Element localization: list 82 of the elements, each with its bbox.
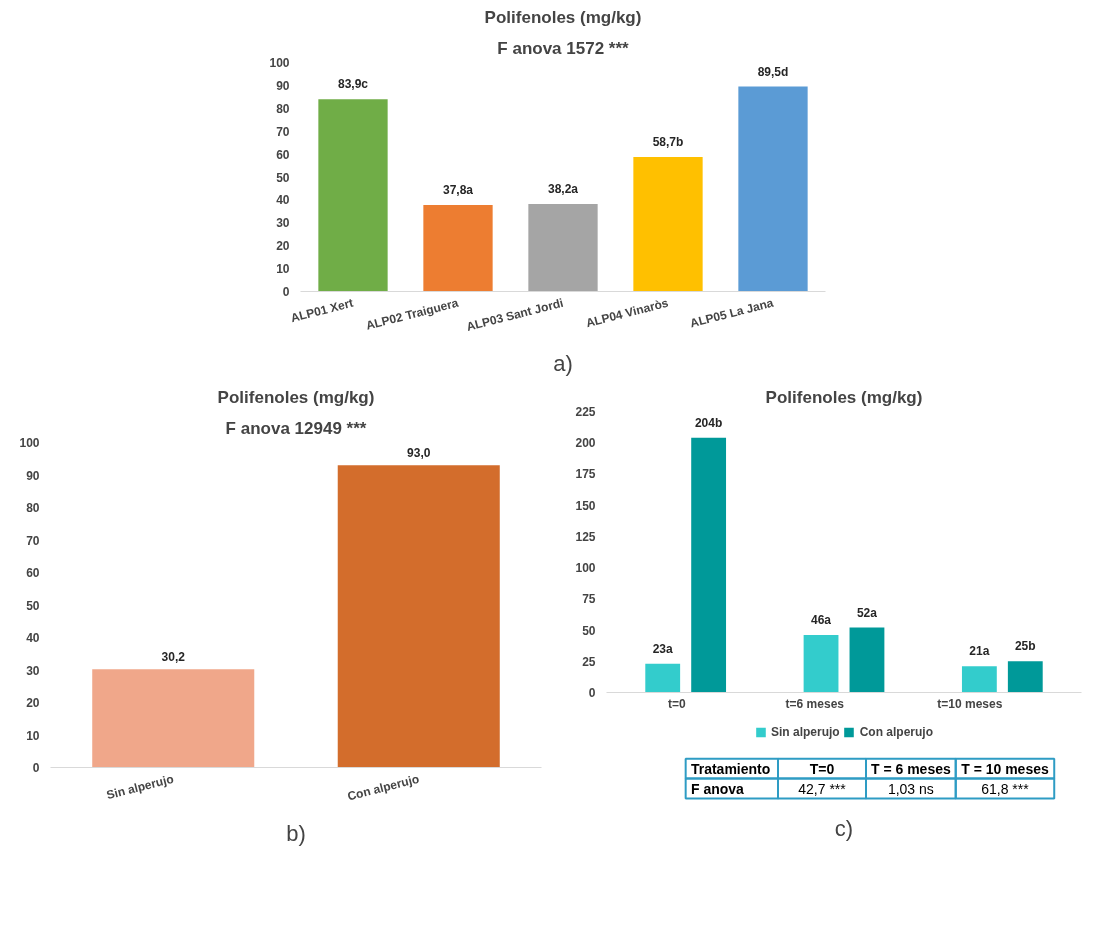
bar [738, 86, 808, 292]
bar [1007, 661, 1043, 693]
data-label: 38,2a [547, 182, 579, 197]
chart-subtitle: F anova 12949 *** [225, 418, 367, 438]
y-tick-label: 125 [575, 529, 596, 544]
x-tick-label: t=10 meses [937, 696, 1003, 711]
y-tick-label: 50 [582, 623, 596, 638]
y-tick-label: 70 [276, 124, 290, 139]
y-tick-label: 75 [582, 592, 596, 607]
y-tick-label: 90 [276, 78, 290, 93]
y-tick-label: 225 [575, 405, 596, 419]
text: F anova [690, 780, 745, 797]
data-label: 58,7b [652, 135, 684, 150]
text: Tratamiento [690, 760, 771, 777]
x-tick-label: ALP05 La Jana [688, 295, 776, 331]
text: a) [553, 350, 573, 376]
y-tick-label: 0 [32, 761, 40, 775]
y-tick-label: 40 [276, 193, 290, 208]
x-tick-label: ALP02 Traiguera [364, 295, 461, 333]
text: b) [286, 820, 306, 846]
data-label: 93,0 [407, 446, 431, 461]
data-label: 46a [811, 613, 832, 628]
y-tick-label: 60 [26, 566, 40, 580]
y-tick-label: 20 [26, 696, 40, 710]
bar [645, 663, 681, 693]
y-tick-label: 0 [282, 285, 290, 299]
text: 61,8 *** [981, 780, 1030, 797]
bar [633, 157, 703, 292]
text: T = 10 meses [961, 760, 1049, 777]
y-tick-label: 0 [588, 686, 596, 700]
bar [691, 437, 727, 693]
x-tick-label: ALP01 Xert [289, 295, 355, 326]
y-tick-label: 10 [26, 728, 40, 743]
x-tick-label: ALP03 Sant Jordi [465, 295, 565, 334]
y-tick-label: 70 [26, 533, 40, 548]
data-label: 83,9c [337, 77, 369, 92]
data-label: 89,5d [757, 64, 789, 79]
y-tick-label: 175 [575, 467, 596, 482]
chart-title: Polifenoles (mg/kg) [484, 7, 642, 27]
y-tick-label: 40 [26, 631, 40, 645]
text: c) [834, 815, 854, 841]
y-tick-label: 100 [19, 436, 40, 450]
bar [423, 204, 493, 292]
data-label: 204b [694, 415, 723, 430]
x-tick-label: t=6 meses [785, 696, 845, 711]
y-tick-label: 60 [276, 147, 290, 162]
y-tick-label: 10 [276, 262, 290, 277]
y-tick-label: 90 [26, 468, 40, 483]
bar [849, 627, 885, 693]
y-tick-label: 20 [276, 239, 290, 254]
legend-label: Sin alperujo [770, 725, 840, 739]
bar [961, 666, 997, 693]
x-tick-label: ALP04 Vinaròs [584, 295, 671, 331]
chart-subtitle: F anova 1572 *** [497, 38, 630, 58]
y-tick-label: 100 [575, 561, 596, 576]
chart-title: Polifenoles (mg/kg) [217, 387, 375, 407]
y-tick-label: 50 [26, 598, 40, 613]
data-label: 25b [1014, 639, 1036, 654]
text: T = 6 meses [870, 760, 951, 777]
y-tick-label: 200 [575, 436, 596, 451]
chart-title: Polifenoles (mg/kg) [765, 387, 923, 407]
text: 42,7 *** [798, 780, 847, 797]
data-label: 21a [969, 644, 990, 659]
legend-label: Con alperujo [859, 725, 934, 739]
y-tick-label: 30 [26, 663, 40, 678]
x-tick-label: t=0 [667, 696, 686, 711]
bar [528, 204, 598, 292]
text: 1,03 ns [887, 780, 934, 797]
bar [318, 99, 388, 292]
data-label: 30,2 [161, 650, 186, 665]
bar [803, 635, 839, 693]
data-label: 37,8a [442, 182, 474, 197]
y-tick-label: 25 [582, 654, 596, 669]
text: T=0 [809, 760, 835, 777]
data-label: 52a [856, 605, 878, 620]
y-tick-label: 100 [269, 56, 290, 70]
y-tick-label: 80 [276, 101, 290, 116]
y-tick-label: 50 [276, 170, 290, 185]
y-tick-label: 80 [26, 501, 40, 515]
y-tick-label: 150 [575, 498, 596, 513]
data-label: 23a [652, 641, 674, 656]
y-tick-label: 30 [276, 216, 290, 231]
